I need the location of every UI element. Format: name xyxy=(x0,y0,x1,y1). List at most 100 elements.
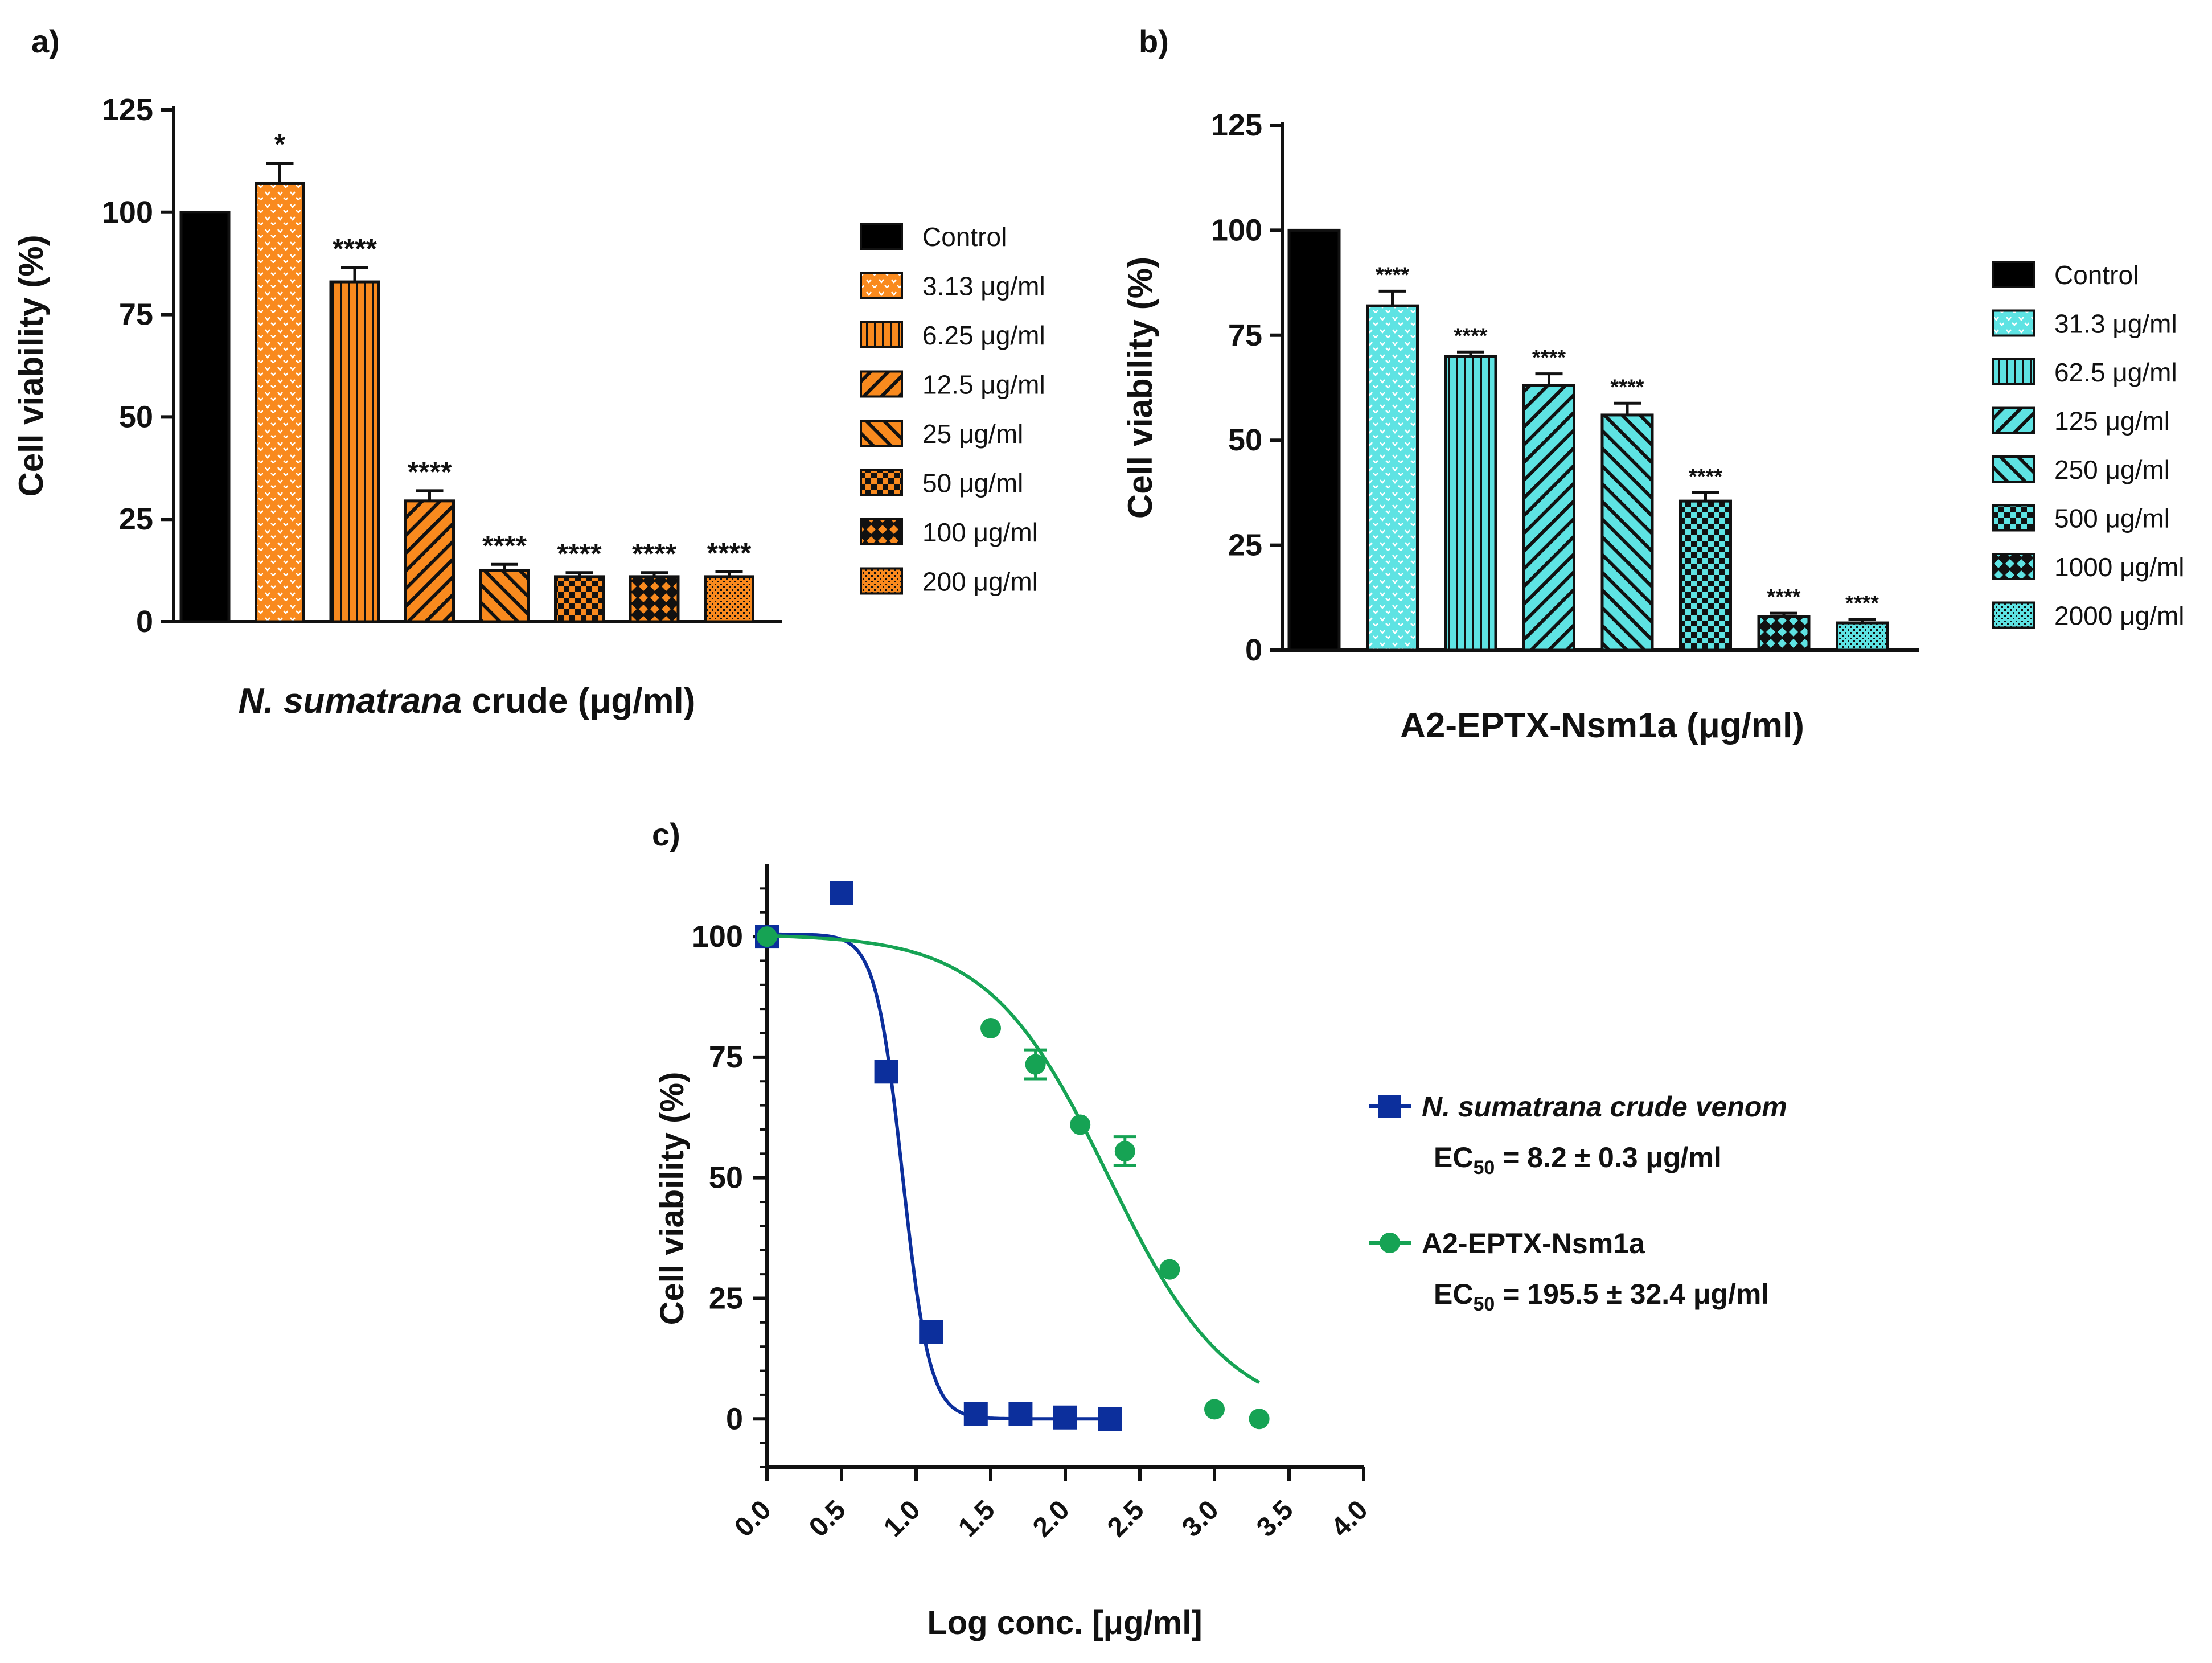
panel-c-dose-response-chart: c) 0 25 50 75 100 0.0 0.5 1.0 1.5 2.0 2.5 3.0 3.5 4.0 C… xyxy=(652,816,1787,1641)
y-tick-label: 100 xyxy=(102,195,153,229)
data-point xyxy=(919,1320,943,1344)
bar xyxy=(1757,615,1811,652)
data-point xyxy=(1008,1402,1033,1426)
bar xyxy=(1679,499,1732,652)
significance-label: **** xyxy=(1610,375,1644,399)
data-point xyxy=(980,1018,1001,1039)
y-tick-label: 50 xyxy=(119,400,153,434)
legend-swatch xyxy=(860,321,903,348)
y-tick-label: 100 xyxy=(1211,213,1262,247)
legend-swatch xyxy=(860,518,903,545)
x-axis-label: A2-EPTX-Nsm1a (μg/ml) xyxy=(1400,706,1804,745)
panel-a-bar-chart: a) 0 25 50 75 100 125 Cell viability (%) N. suma… xyxy=(12,23,1045,721)
y-tick-label: 25 xyxy=(1228,528,1262,562)
legend-swatch xyxy=(1992,455,2035,483)
ec50-label: EC50 = 195.5 ± 32.4 μg/ml xyxy=(1434,1278,1769,1315)
legend-label: 250 μg/ml xyxy=(2054,455,2170,484)
y-tick-label: 125 xyxy=(1211,108,1262,142)
y-tick-label: 0 xyxy=(1245,633,1262,667)
legend-label: 1000 μg/ml xyxy=(2054,552,2185,582)
panel-label: b) xyxy=(1139,23,1169,59)
legend-label: Control xyxy=(922,222,1007,252)
significance-label: **** xyxy=(632,538,676,570)
y-tick-label: 0 xyxy=(726,1402,743,1436)
legend-label: 31.3 μg/ml xyxy=(2054,309,2177,339)
data-point xyxy=(1025,1054,1046,1075)
legend-swatch xyxy=(860,223,903,250)
significance-label: **** xyxy=(1454,324,1487,348)
x-tick-label: 1.0 xyxy=(878,1494,926,1543)
legend-label: 2000 μg/ml xyxy=(2054,601,2185,631)
x-tick-label: 0.5 xyxy=(803,1494,852,1543)
data-point xyxy=(1204,1399,1225,1420)
legend-label: 6.25 μg/ml xyxy=(922,321,1045,350)
panel-label: a) xyxy=(31,23,60,59)
data-point xyxy=(874,1060,898,1084)
data-point xyxy=(1070,1114,1091,1135)
legend-label: 12.5 μg/ml xyxy=(922,370,1045,400)
bar xyxy=(629,575,680,623)
bar xyxy=(1444,355,1497,652)
legend-label: A2-EPTX-Nsm1a xyxy=(1422,1227,1645,1259)
x-tick-label: 0.0 xyxy=(729,1494,777,1543)
y-tick-label: 25 xyxy=(119,502,153,536)
legend-swatch xyxy=(1992,309,2035,337)
significance-label: **** xyxy=(333,233,377,265)
data-point xyxy=(1249,1409,1270,1430)
legend-label: 125 μg/ml xyxy=(2054,406,2170,436)
significance-label: **** xyxy=(1767,585,1800,609)
y-tick-label: 0 xyxy=(136,605,153,639)
legend-swatch xyxy=(860,469,903,496)
legend-swatch xyxy=(860,420,903,447)
significance-label: **** xyxy=(482,529,527,561)
x-tick-label: 3.0 xyxy=(1176,1494,1225,1543)
bar xyxy=(704,575,754,623)
ec50-label: EC50 = 8.2 ± 0.3 μg/ml xyxy=(1434,1141,1722,1179)
bar xyxy=(179,211,231,623)
fit-curve xyxy=(767,932,1110,1421)
legend-label: N. sumatrana crude venom xyxy=(1422,1091,1787,1123)
y-tick-label: 50 xyxy=(1228,423,1262,457)
y-tick-label: 75 xyxy=(1228,318,1262,352)
bar xyxy=(1836,621,1889,652)
y-tick-label: 125 xyxy=(102,93,153,127)
significance-label: **** xyxy=(408,456,452,488)
y-axis-label: Cell viability (%) xyxy=(12,235,50,496)
y-tick-label: 25 xyxy=(709,1281,743,1315)
legend-swatch xyxy=(1992,358,2035,385)
significance-label: * xyxy=(274,128,286,160)
bar xyxy=(329,280,380,623)
legend-swatch xyxy=(1992,601,2035,629)
x-axis-label: N. sumatrana crude (μg/ml) xyxy=(239,681,696,721)
bar xyxy=(554,575,605,623)
x-tick-label: 4.0 xyxy=(1325,1494,1374,1543)
legend-swatch xyxy=(1992,406,2035,434)
bar xyxy=(1522,384,1575,652)
panel-b-bar-chart: b) 0 25 50 75 100 125 Cell viability (%) A2-EPTX… xyxy=(1121,23,2185,745)
panel-label: c) xyxy=(652,816,680,852)
y-tick-label: 75 xyxy=(709,1040,743,1074)
x-tick-label: 1.5 xyxy=(953,1494,1001,1543)
bar xyxy=(1366,304,1419,652)
bar xyxy=(1287,228,1341,652)
data-point xyxy=(1098,1407,1122,1431)
data-point xyxy=(963,1402,988,1426)
data-point xyxy=(757,926,777,947)
data-point xyxy=(830,881,853,905)
legend-label: Control xyxy=(2054,260,2139,290)
significance-label: **** xyxy=(707,537,752,569)
legend-swatch xyxy=(1992,261,2035,288)
legend-swatch xyxy=(860,272,903,299)
y-tick-label: 100 xyxy=(692,919,743,954)
bar xyxy=(255,182,305,623)
legend-swatch xyxy=(1992,504,2035,532)
legend-marker xyxy=(1380,1233,1400,1253)
legend-label: 200 μg/ml xyxy=(922,567,1038,597)
y-axis-label: Cell viability (%) xyxy=(1121,257,1159,519)
legend-swatch xyxy=(860,370,903,398)
y-axis-label: Cell viability (%) xyxy=(654,1072,691,1325)
bar xyxy=(479,569,530,623)
x-axis-label: Log conc. [μg/ml] xyxy=(927,1604,1202,1641)
y-tick-label: 50 xyxy=(709,1161,743,1195)
